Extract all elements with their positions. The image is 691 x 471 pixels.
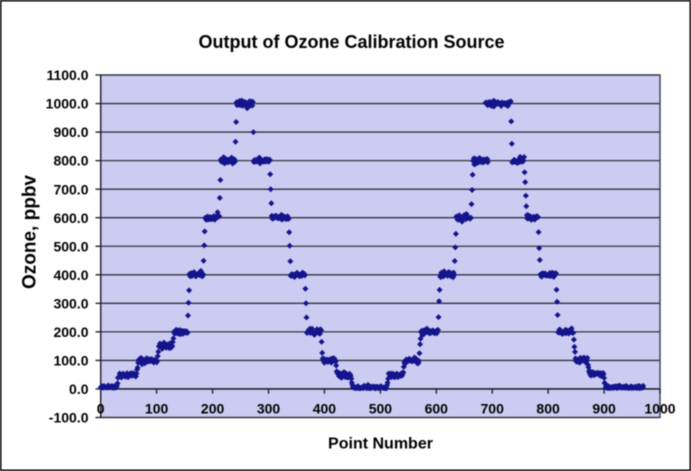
svg-text:900: 900: [592, 401, 616, 417]
svg-text:300.0: 300.0: [53, 295, 88, 311]
svg-text:100.0: 100.0: [53, 353, 88, 369]
svg-text:400.0: 400.0: [53, 267, 88, 283]
svg-text:700.0: 700.0: [53, 181, 88, 197]
svg-text:0: 0: [97, 401, 105, 417]
svg-text:600: 600: [425, 401, 449, 417]
svg-text:-100.0: -100.0: [49, 410, 89, 426]
svg-text:800: 800: [536, 401, 560, 417]
svg-text:Ozone, ppbv: Ozone, ppbv: [20, 175, 41, 289]
svg-text:600.0: 600.0: [53, 210, 88, 226]
svg-text:1100.0: 1100.0: [46, 67, 88, 83]
svg-text:100: 100: [145, 401, 169, 417]
svg-text:Output of Ozone Calibration So: Output of Ozone Calibration Source: [199, 32, 505, 52]
svg-text:1000.0: 1000.0: [46, 96, 89, 112]
svg-text:500.0: 500.0: [53, 238, 88, 254]
svg-text:700: 700: [481, 401, 505, 417]
svg-text:Point Number: Point Number: [328, 435, 433, 452]
svg-text:1000: 1000: [644, 401, 675, 417]
svg-text:500: 500: [369, 401, 393, 417]
svg-text:0.0: 0.0: [69, 381, 89, 397]
svg-text:400: 400: [313, 401, 337, 417]
svg-text:200: 200: [201, 401, 225, 417]
svg-text:900.0: 900.0: [53, 124, 88, 140]
svg-text:200.0: 200.0: [53, 324, 88, 340]
svg-text:800.0: 800.0: [53, 153, 88, 169]
svg-text:300: 300: [257, 401, 281, 417]
